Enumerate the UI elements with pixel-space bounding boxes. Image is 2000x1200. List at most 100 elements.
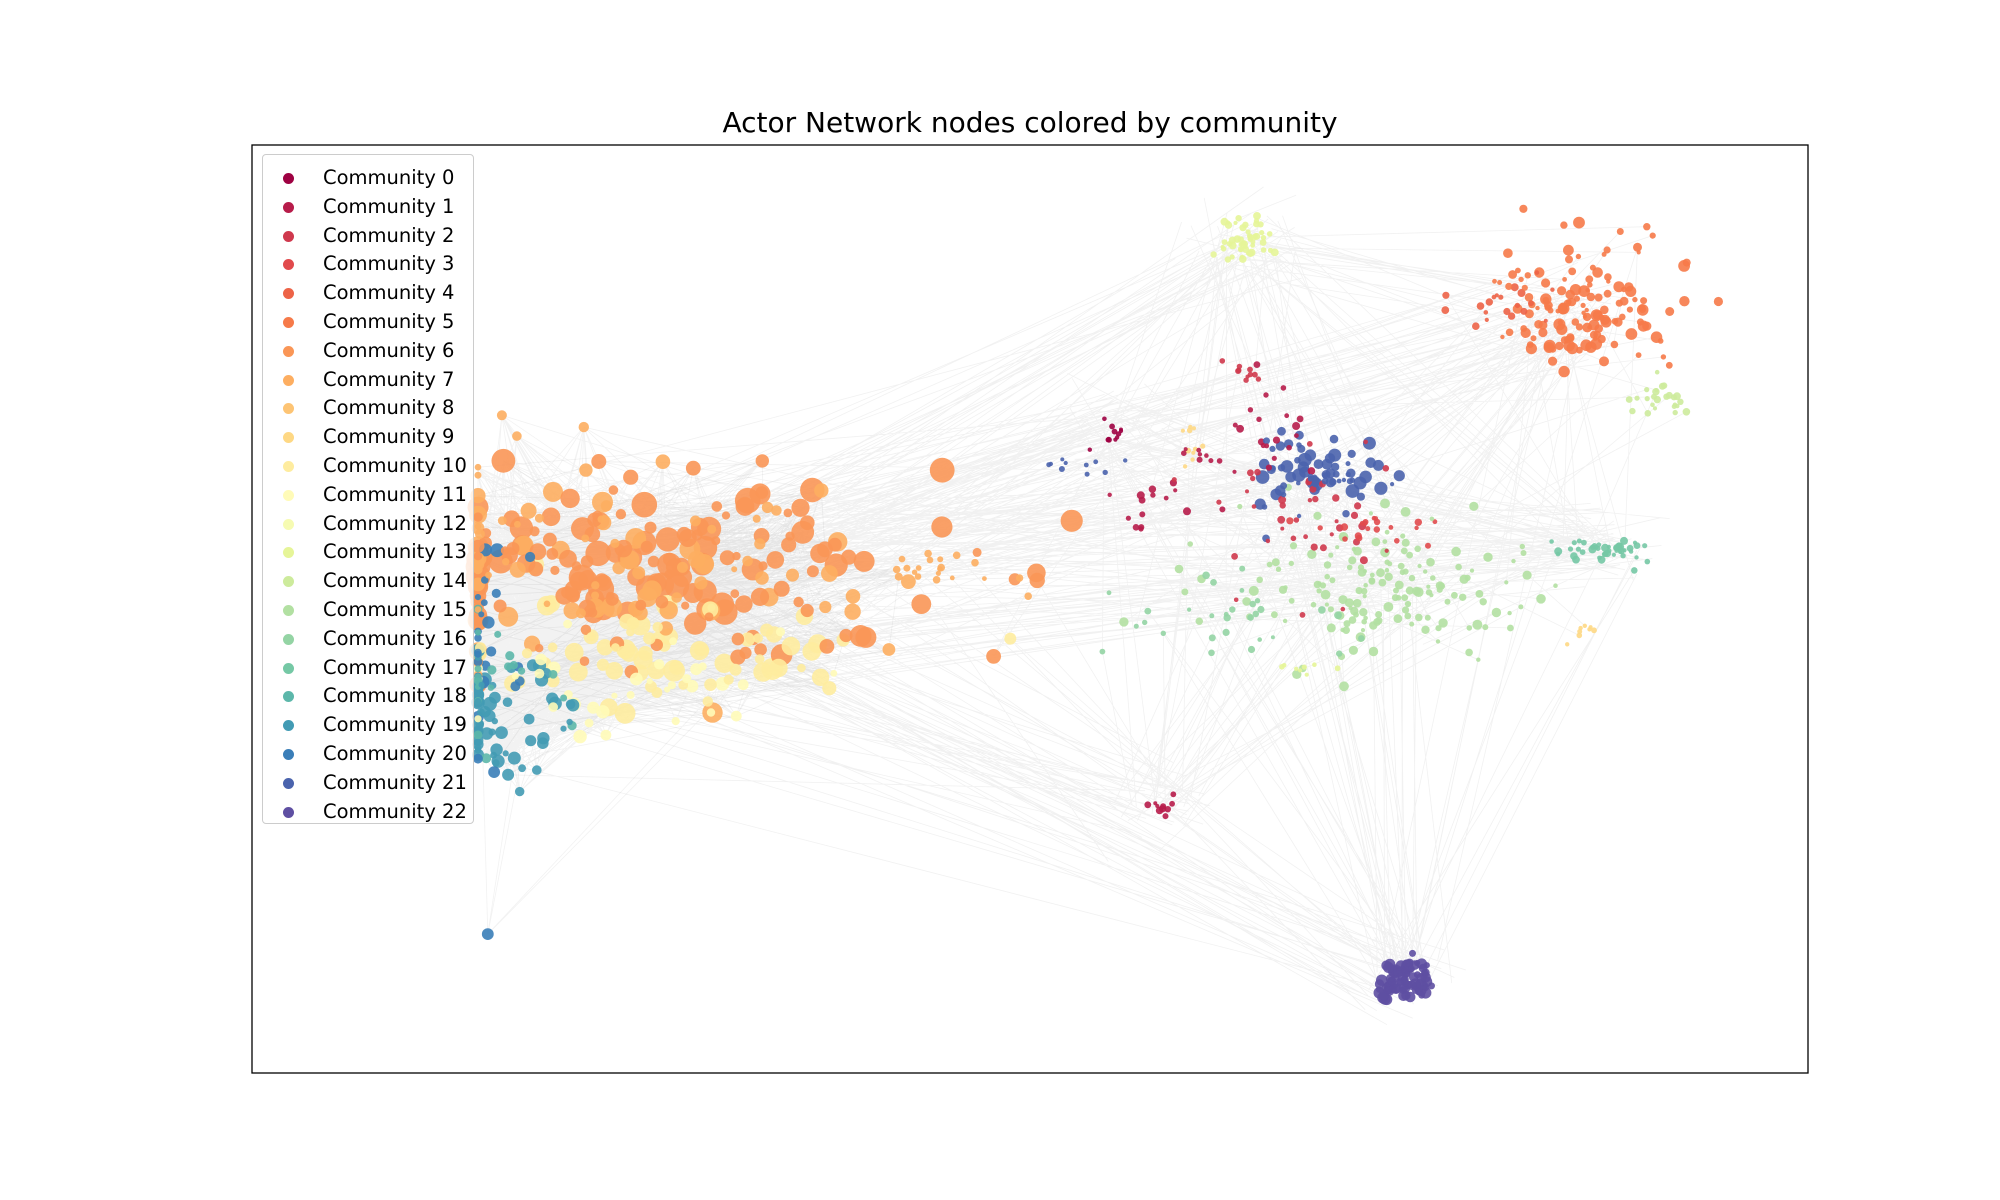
node-community-20 xyxy=(490,543,504,558)
node-community-15 xyxy=(1536,594,1546,604)
node-community-5 xyxy=(1538,327,1548,338)
node-community-13 xyxy=(1334,665,1341,672)
node-community-11 xyxy=(706,708,716,717)
node-community-21 xyxy=(1365,457,1376,469)
node-community-5 xyxy=(1601,251,1607,257)
node-community-5 xyxy=(1562,277,1567,282)
node-community-16 xyxy=(1160,630,1167,636)
node-community-6 xyxy=(473,512,483,522)
node-community-19 xyxy=(546,692,559,705)
node-community-6 xyxy=(755,454,769,468)
node-community-21 xyxy=(1048,461,1054,467)
node-community-6 xyxy=(972,547,982,557)
node-community-0 xyxy=(1119,427,1123,432)
node-community-10 xyxy=(797,663,806,673)
node-community-22 xyxy=(1399,987,1407,994)
node-community-6 xyxy=(800,515,815,530)
node-community-6 xyxy=(785,531,795,541)
node-community-18 xyxy=(494,630,502,638)
node-community-18 xyxy=(473,730,483,740)
node-community-14 xyxy=(1672,402,1678,407)
node-community-7 xyxy=(597,515,605,523)
node-community-10 xyxy=(1004,632,1017,645)
node-community-6 xyxy=(783,508,793,518)
node-community-7 xyxy=(882,643,896,656)
node-community-15 xyxy=(1348,645,1358,655)
node-community-7 xyxy=(731,566,738,573)
node-community-15 xyxy=(1362,569,1367,574)
node-community-5 xyxy=(1665,307,1675,316)
node-community-15 xyxy=(1327,606,1334,613)
node-community-5 xyxy=(1594,293,1603,302)
node-community-13 xyxy=(1210,251,1217,258)
node-community-20 xyxy=(482,616,495,629)
node-community-20 xyxy=(486,646,497,657)
node-community-13 xyxy=(1238,242,1244,247)
node-community-22 xyxy=(1393,968,1403,978)
legend-marker xyxy=(283,662,294,674)
legend-item-community-20: Community 20 xyxy=(263,740,473,769)
node-community-15 xyxy=(1359,608,1368,617)
node-community-2 xyxy=(1251,504,1257,509)
node-community-15 xyxy=(1346,564,1353,571)
node-community-2 xyxy=(1277,515,1286,524)
node-community-21 xyxy=(1277,426,1286,436)
node-community-13 xyxy=(1294,666,1299,671)
node-community-5 xyxy=(1626,306,1633,313)
node-community-11 xyxy=(600,729,612,741)
node-community-5 xyxy=(1557,319,1564,326)
node-community-14 xyxy=(1634,395,1640,401)
node-community-4 xyxy=(1510,283,1519,292)
node-community-15 xyxy=(1465,648,1473,657)
node-community-11 xyxy=(669,637,677,646)
node-community-7 xyxy=(563,602,581,619)
node-community-22 xyxy=(1375,986,1383,993)
node-community-22 xyxy=(1423,962,1430,969)
legend-item-community-0: Community 0 xyxy=(263,164,473,193)
node-community-10 xyxy=(643,632,656,645)
node-community-9 xyxy=(1190,457,1195,462)
node-community-7 xyxy=(932,576,941,584)
node-community-15 xyxy=(1271,611,1278,619)
node-community-13 xyxy=(1243,244,1248,250)
node-community-13 xyxy=(1226,241,1233,247)
node-community-15 xyxy=(1429,516,1435,522)
node-community-5 xyxy=(1642,321,1652,331)
node-community-15 xyxy=(1426,584,1431,589)
node-community-2 xyxy=(1329,532,1334,537)
node-community-17 xyxy=(1606,548,1612,553)
legend-marker xyxy=(283,777,294,789)
node-community-21 xyxy=(1349,477,1356,484)
node-community-17 xyxy=(1632,540,1638,545)
node-community-5 xyxy=(1555,341,1564,351)
node-community-22 xyxy=(1391,987,1398,994)
node-community-18 xyxy=(474,673,482,681)
node-community-10 xyxy=(521,648,533,659)
node-community-21 xyxy=(1311,480,1319,488)
node-community-7 xyxy=(671,592,682,603)
node-community-1 xyxy=(1196,456,1203,463)
node-community-15 xyxy=(1476,657,1481,662)
node-community-5 xyxy=(1635,352,1642,358)
node-community-6 xyxy=(732,551,741,561)
node-community-21 xyxy=(1321,477,1329,485)
node-community-17 xyxy=(1601,551,1608,557)
node-community-5 xyxy=(1567,334,1575,342)
node-community-1 xyxy=(1204,453,1209,458)
node-community-19 xyxy=(477,708,485,717)
node-community-7 xyxy=(473,564,483,575)
node-community-6 xyxy=(750,587,770,607)
node-community-3 xyxy=(1371,515,1377,521)
node-community-21 xyxy=(1285,471,1297,483)
legend-label: Community 19 xyxy=(323,713,467,737)
node-community-15 xyxy=(1519,543,1526,550)
node-community-20 xyxy=(478,611,485,618)
node-community-7 xyxy=(591,581,600,590)
node-community-10 xyxy=(596,639,614,656)
node-community-6 xyxy=(766,551,785,569)
node-community-1 xyxy=(1265,464,1272,471)
node-community-14 xyxy=(1644,396,1650,402)
node-community-15 xyxy=(1326,623,1336,633)
node-community-15 xyxy=(1348,616,1357,624)
node-community-21 xyxy=(1332,470,1340,478)
